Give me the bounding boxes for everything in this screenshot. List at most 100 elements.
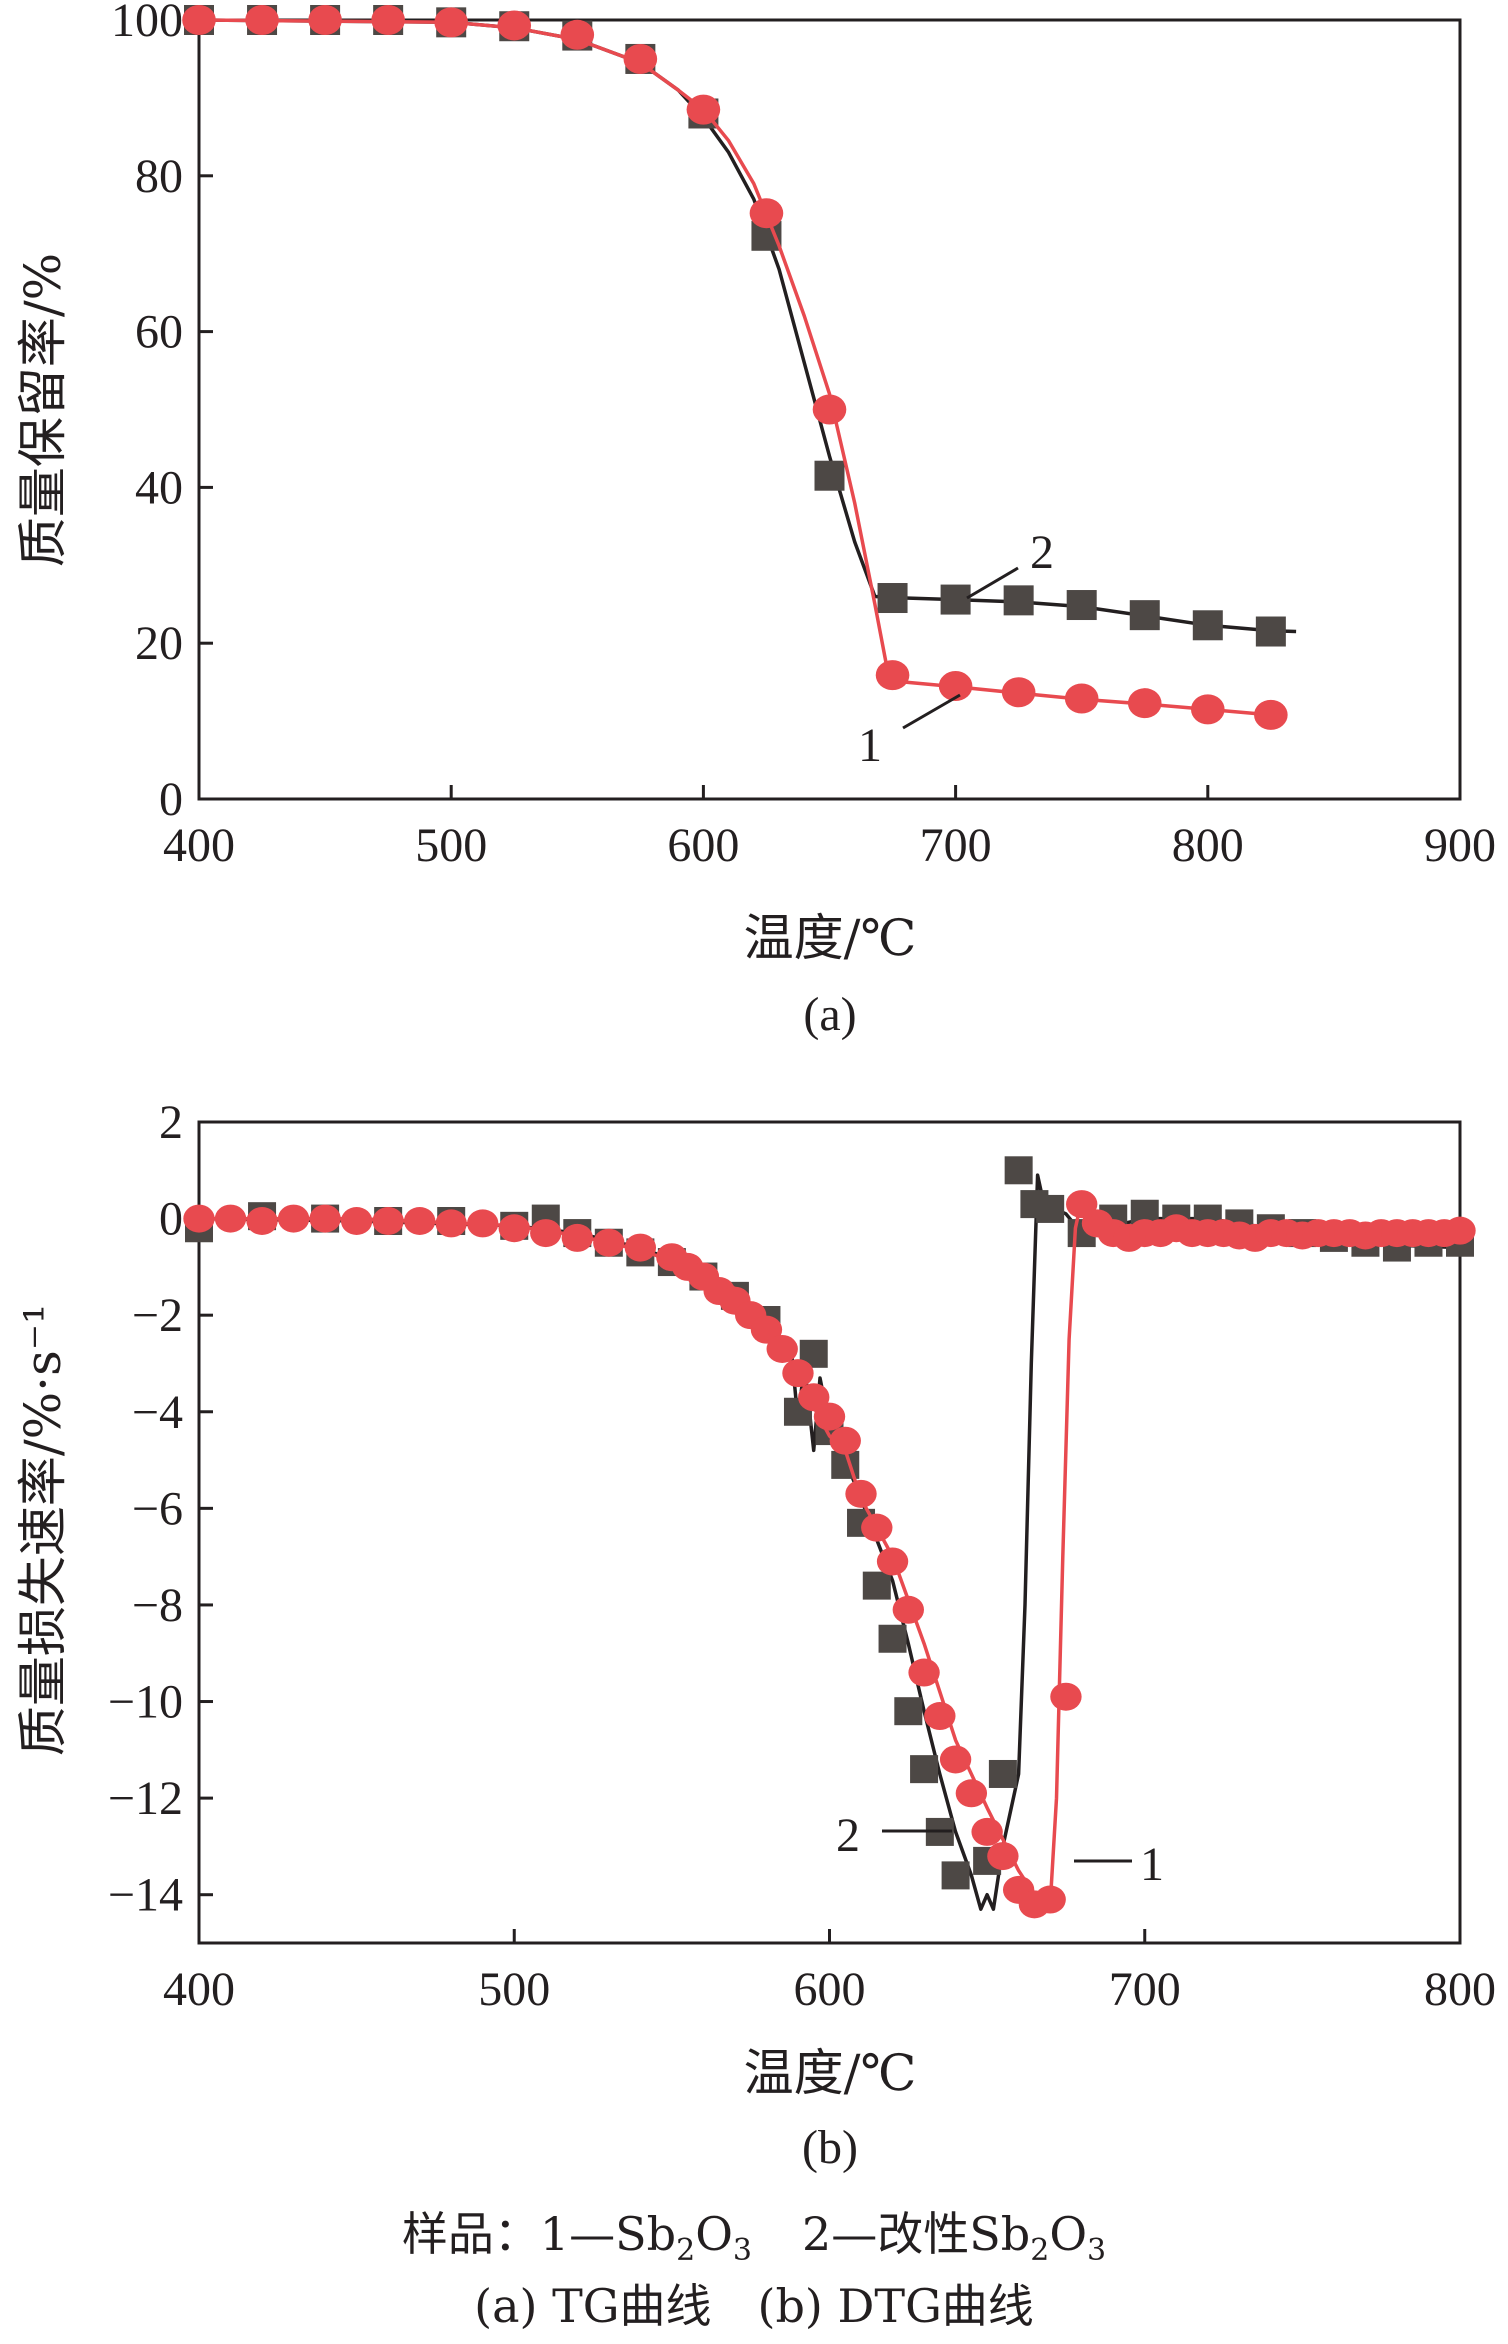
series-1-marker bbox=[214, 1204, 247, 1233]
legend-item-1-sub-3: 3 bbox=[732, 2233, 752, 2269]
y-tick-label: −8 bbox=[132, 1579, 183, 1632]
legend-item-1: 1—Sb bbox=[539, 2207, 677, 2261]
series-1-marker bbox=[861, 1513, 893, 1542]
series-1-marker bbox=[340, 1207, 373, 1236]
x-tick-label: 400 bbox=[163, 1963, 235, 2016]
series-b bbox=[183, 1156, 1476, 1919]
series-1-marker bbox=[987, 1842, 1019, 1871]
x-tick-label: 500 bbox=[415, 819, 487, 872]
series-1-marker bbox=[434, 7, 469, 38]
figure-caption: (a) TG曲线 (b) DTG曲线 bbox=[474, 2279, 1034, 2333]
series-1-marker bbox=[372, 1207, 404, 1236]
series-1-marker bbox=[1191, 694, 1225, 725]
series-1-marker bbox=[766, 1334, 798, 1363]
series-1-marker bbox=[1064, 683, 1099, 714]
series-1-marker bbox=[1254, 699, 1288, 730]
series-2-marker bbox=[1003, 585, 1034, 616]
legend-prefix: 样品： bbox=[401, 2207, 540, 2261]
series-1-marker bbox=[624, 1233, 657, 1262]
annotation-2-b: 2 bbox=[836, 1809, 860, 1862]
y-tick-label: −2 bbox=[132, 1289, 183, 1342]
series-1-line bbox=[199, 1197, 1461, 1911]
y-tick-label: −6 bbox=[132, 1482, 183, 1535]
series-2-line bbox=[198, 1173, 1461, 1911]
legend-item-1-o: O bbox=[695, 2207, 733, 2261]
x-tick-label: 800 bbox=[1424, 1963, 1496, 2016]
series-1-marker bbox=[245, 5, 279, 35]
series-2-marker bbox=[1004, 1156, 1033, 1185]
series-1-marker bbox=[308, 5, 342, 35]
y-tick-label: 0 bbox=[159, 1193, 183, 1246]
annotation-1-a: 1 bbox=[858, 719, 882, 772]
x-tick-label: 600 bbox=[794, 1963, 866, 2016]
y-tick-label: 80 bbox=[135, 150, 183, 203]
series-1-marker bbox=[892, 1595, 924, 1624]
legend-item-2: 2—改性Sb bbox=[802, 2207, 1031, 2261]
series-1-marker bbox=[908, 1658, 940, 1687]
series-1-marker bbox=[924, 1702, 956, 1731]
series-2-marker bbox=[910, 1755, 939, 1784]
series-1-marker bbox=[829, 1426, 861, 1455]
series-1-marker bbox=[749, 198, 784, 229]
series-2-marker bbox=[1066, 590, 1097, 621]
series-1-marker bbox=[812, 394, 847, 425]
y-tick-label: 60 bbox=[135, 306, 183, 359]
series-2-marker bbox=[894, 1697, 923, 1726]
series-1-marker bbox=[246, 1207, 278, 1236]
series-1-marker bbox=[1127, 688, 1162, 719]
series-2-marker bbox=[1129, 600, 1160, 631]
y-tick-label: 20 bbox=[135, 617, 183, 670]
y-tick-label: 100 bbox=[111, 0, 183, 47]
legend-caption: 样品：1—Sb2O3 2—改性Sb2O3 bbox=[0, 2198, 1508, 2268]
y-tick-label: 2 bbox=[159, 1096, 183, 1149]
series-1-marker bbox=[498, 1214, 530, 1243]
series-1-marker bbox=[938, 671, 973, 702]
series-1-marker bbox=[560, 19, 595, 50]
series-a bbox=[182, 5, 1297, 730]
series-1-marker bbox=[435, 1209, 467, 1238]
leader-line-1-a bbox=[902, 693, 961, 730]
y-axis-title-a: 质量保留率/% bbox=[14, 253, 72, 567]
series-1-marker bbox=[467, 1209, 499, 1238]
ticks-a: 400 500 600 700 800 900 0 20 40 60 80 100 bbox=[111, 0, 1496, 872]
x-axis-title-b: 温度/℃ bbox=[744, 2044, 917, 2102]
series-1-marker bbox=[182, 5, 216, 35]
series-1-marker bbox=[782, 1359, 814, 1388]
x-axis-title-a: 温度/℃ bbox=[744, 909, 917, 967]
series-2-marker bbox=[940, 584, 971, 615]
series-1-marker bbox=[971, 1817, 1003, 1846]
y-tick-label: 40 bbox=[135, 461, 183, 514]
y-axis-title-b: 质量损失速率/%·s⁻¹ bbox=[14, 1304, 72, 1756]
series-1-marker bbox=[371, 5, 405, 35]
legend-item-1-sub-2: 2 bbox=[676, 2233, 696, 2269]
series-1-line bbox=[198, 18, 1271, 717]
y-tick-label: −12 bbox=[108, 1772, 183, 1825]
chart-tg: 400 500 600 700 800 900 0 20 40 60 80 100 质量保留率/% 温… bbox=[14, 0, 1496, 1041]
x-tick-label: 900 bbox=[1424, 819, 1496, 872]
series-1-marker bbox=[813, 1402, 846, 1431]
legend-item-2-sub-2: 2 bbox=[1030, 2233, 1050, 2269]
chart-dtg: 400 500 600 700 800 2 0 −2 −4 −6 −8 −10 −12 −14 质量损失速… bbox=[14, 1096, 1496, 2174]
sublabel-b: (b) bbox=[802, 2121, 858, 2174]
series-2-line bbox=[198, 18, 1297, 634]
series-1-marker bbox=[593, 1228, 625, 1257]
y-tick-label: 0 bbox=[159, 773, 183, 826]
y-tick-label: −14 bbox=[108, 1869, 183, 1922]
series-2-marker bbox=[1036, 1194, 1065, 1223]
series-2-marker bbox=[878, 1624, 907, 1653]
series-1-marker bbox=[939, 1745, 972, 1774]
x-tick-label: 800 bbox=[1172, 819, 1244, 872]
series-1-marker bbox=[403, 1207, 436, 1236]
series-1-marker bbox=[309, 1204, 341, 1233]
series-1-marker bbox=[845, 1479, 877, 1508]
series-1-marker bbox=[876, 1547, 909, 1576]
leader-line-2-a bbox=[966, 566, 1019, 600]
series-1-marker bbox=[277, 1204, 310, 1233]
series-2-marker bbox=[814, 460, 845, 491]
series-2-marker bbox=[862, 1571, 891, 1600]
series-1-marker bbox=[183, 1204, 215, 1233]
series-1-marker bbox=[798, 1383, 830, 1412]
series-2-marker bbox=[1255, 616, 1286, 647]
x-tick-label: 400 bbox=[163, 819, 235, 872]
